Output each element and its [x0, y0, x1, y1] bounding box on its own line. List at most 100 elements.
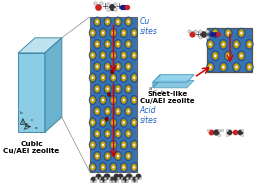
- Ellipse shape: [125, 106, 132, 116]
- Ellipse shape: [133, 143, 135, 146]
- Ellipse shape: [106, 43, 109, 46]
- Ellipse shape: [106, 155, 109, 157]
- Ellipse shape: [115, 153, 121, 160]
- Ellipse shape: [127, 43, 130, 46]
- Ellipse shape: [112, 99, 114, 101]
- Ellipse shape: [247, 63, 252, 71]
- Polygon shape: [18, 53, 45, 132]
- Ellipse shape: [233, 63, 239, 71]
- Ellipse shape: [224, 51, 232, 61]
- Ellipse shape: [94, 63, 100, 70]
- Ellipse shape: [90, 119, 95, 126]
- Ellipse shape: [94, 85, 100, 92]
- Ellipse shape: [131, 29, 137, 36]
- Ellipse shape: [102, 99, 104, 101]
- Ellipse shape: [211, 28, 219, 38]
- Ellipse shape: [125, 62, 132, 71]
- Ellipse shape: [112, 54, 114, 57]
- Text: c: c: [153, 89, 156, 94]
- Ellipse shape: [90, 52, 95, 59]
- Polygon shape: [153, 75, 160, 88]
- Ellipse shape: [214, 32, 216, 35]
- Ellipse shape: [133, 99, 135, 101]
- Text: Cubic
Cu/AEI zeolite: Cubic Cu/AEI zeolite: [3, 141, 60, 154]
- Ellipse shape: [126, 108, 131, 115]
- Ellipse shape: [104, 39, 111, 49]
- Ellipse shape: [117, 110, 119, 113]
- Ellipse shape: [114, 106, 122, 116]
- Ellipse shape: [106, 132, 109, 135]
- Ellipse shape: [100, 74, 106, 81]
- Ellipse shape: [126, 41, 131, 48]
- Ellipse shape: [94, 84, 101, 94]
- Ellipse shape: [120, 140, 127, 150]
- Ellipse shape: [238, 29, 244, 37]
- Ellipse shape: [110, 140, 117, 150]
- Ellipse shape: [123, 99, 125, 101]
- Text: +: +: [194, 29, 200, 39]
- Ellipse shape: [105, 130, 110, 137]
- Ellipse shape: [89, 50, 96, 60]
- Ellipse shape: [127, 110, 130, 113]
- Text: c: c: [31, 118, 33, 122]
- Ellipse shape: [105, 153, 110, 160]
- Ellipse shape: [131, 164, 137, 171]
- Ellipse shape: [240, 54, 242, 57]
- Ellipse shape: [117, 43, 119, 46]
- Ellipse shape: [92, 32, 94, 34]
- Ellipse shape: [120, 162, 127, 172]
- Ellipse shape: [117, 155, 119, 157]
- Ellipse shape: [131, 119, 137, 126]
- Ellipse shape: [99, 95, 107, 105]
- Ellipse shape: [222, 43, 225, 46]
- Ellipse shape: [96, 132, 98, 135]
- Ellipse shape: [131, 140, 138, 150]
- Polygon shape: [153, 75, 194, 82]
- Ellipse shape: [121, 29, 126, 36]
- Ellipse shape: [127, 155, 130, 157]
- Ellipse shape: [102, 143, 104, 146]
- Ellipse shape: [114, 62, 122, 71]
- Ellipse shape: [246, 39, 253, 50]
- Ellipse shape: [94, 106, 101, 116]
- Ellipse shape: [126, 63, 131, 70]
- Ellipse shape: [131, 97, 137, 104]
- Ellipse shape: [102, 76, 104, 79]
- Ellipse shape: [110, 28, 117, 38]
- Text: Sheet-like
Cu/AEI zeolite: Sheet-like Cu/AEI zeolite: [140, 91, 195, 104]
- Ellipse shape: [100, 119, 106, 126]
- Ellipse shape: [225, 52, 231, 60]
- Ellipse shape: [131, 28, 138, 38]
- Ellipse shape: [115, 85, 121, 92]
- Ellipse shape: [104, 129, 111, 139]
- Ellipse shape: [110, 73, 117, 83]
- Ellipse shape: [131, 95, 138, 105]
- Ellipse shape: [110, 95, 117, 105]
- Ellipse shape: [120, 95, 127, 105]
- Ellipse shape: [100, 164, 106, 171]
- Ellipse shape: [207, 63, 213, 71]
- Ellipse shape: [89, 73, 96, 83]
- Ellipse shape: [237, 28, 245, 38]
- Text: +: +: [101, 2, 108, 11]
- Ellipse shape: [106, 88, 109, 90]
- Ellipse shape: [92, 121, 94, 124]
- Ellipse shape: [99, 118, 107, 127]
- Ellipse shape: [96, 65, 98, 68]
- Ellipse shape: [131, 118, 138, 127]
- Ellipse shape: [99, 162, 107, 172]
- Ellipse shape: [131, 73, 138, 83]
- Ellipse shape: [123, 76, 125, 79]
- Ellipse shape: [110, 50, 117, 60]
- Ellipse shape: [120, 28, 127, 38]
- Ellipse shape: [115, 41, 121, 48]
- Ellipse shape: [121, 119, 126, 126]
- Ellipse shape: [131, 52, 137, 59]
- Ellipse shape: [105, 63, 110, 70]
- Ellipse shape: [99, 28, 107, 38]
- Ellipse shape: [232, 39, 240, 50]
- Polygon shape: [153, 80, 194, 88]
- Text: a: a: [35, 125, 38, 129]
- Ellipse shape: [237, 51, 245, 61]
- Ellipse shape: [111, 52, 116, 59]
